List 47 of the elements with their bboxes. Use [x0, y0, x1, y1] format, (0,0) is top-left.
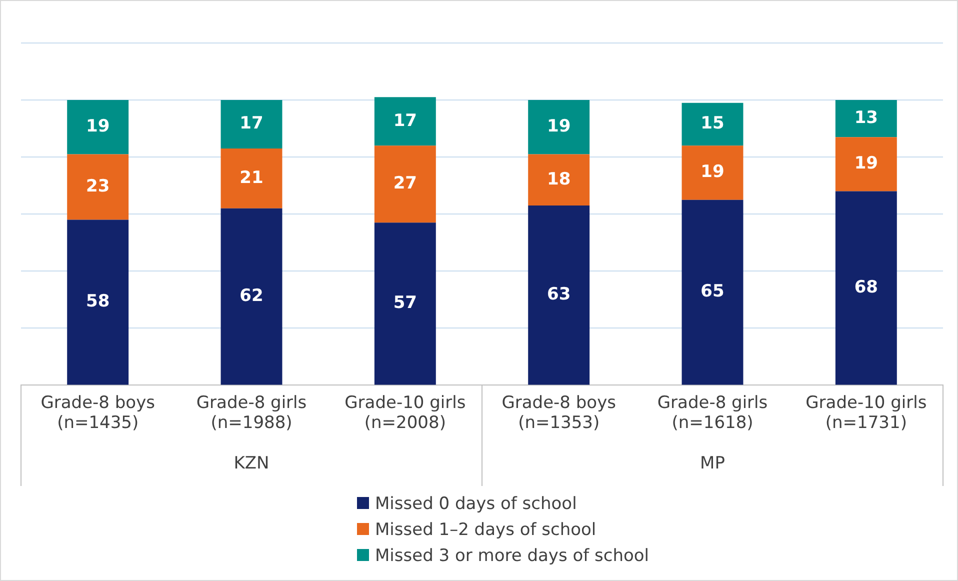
data-label: 58 [86, 292, 110, 312]
bar [835, 137, 897, 192]
x-tick-label: Grade-10 girls (n=2008) [344, 392, 466, 434]
bar [835, 191, 897, 385]
bar [67, 220, 129, 385]
bar [528, 206, 590, 385]
data-label: 19 [86, 116, 110, 137]
bar [67, 154, 129, 220]
data-label: 27 [393, 174, 418, 194]
x-tick-label: Grade-8 boys (n=1435) [40, 392, 156, 434]
bar [220, 208, 282, 385]
bar [528, 100, 590, 154]
data-label: 62 [240, 286, 264, 306]
data-label: 23 [86, 176, 110, 196]
text: MP [700, 453, 725, 474]
bar [835, 100, 897, 138]
bar [528, 154, 590, 206]
bar [374, 222, 436, 385]
x-tick-label: Grade-8 girls (n=1988) [196, 392, 307, 434]
legend-label: Missed 0 days of school [374, 493, 578, 516]
bar [374, 146, 436, 223]
x-tick-label: Grade-10 girls (n=1731) [806, 392, 927, 434]
data-label: 19 [700, 162, 724, 182]
bar [682, 200, 744, 385]
x-tick-label: Grade-8 boys (n=1353) [502, 392, 616, 434]
bar [682, 146, 744, 200]
data-label: 21 [240, 168, 264, 188]
data-label: 15 [700, 114, 724, 134]
text: KZN [234, 453, 270, 474]
bar [220, 100, 282, 149]
data-label: 13 [854, 108, 878, 128]
legend-label: Missed 1–2 days of school [374, 519, 598, 542]
data-label: 19 [546, 116, 571, 137]
data-label: 18 [546, 169, 571, 190]
bar [67, 100, 129, 154]
legend-label: Missed 3 or more days of school [374, 545, 650, 568]
data-label: 65 [700, 282, 724, 302]
bar [374, 97, 436, 146]
data-label: 68 [854, 277, 878, 298]
data-label: 17 [393, 110, 418, 131]
bar [220, 148, 282, 208]
data-label: 63 [546, 284, 571, 305]
data-label: 19 [854, 154, 878, 174]
bar [682, 102, 744, 146]
x-tick-label: Grade-8 girls (n=1618) [657, 392, 768, 434]
data-label: 57 [393, 293, 418, 314]
data-label: 17 [240, 114, 264, 134]
